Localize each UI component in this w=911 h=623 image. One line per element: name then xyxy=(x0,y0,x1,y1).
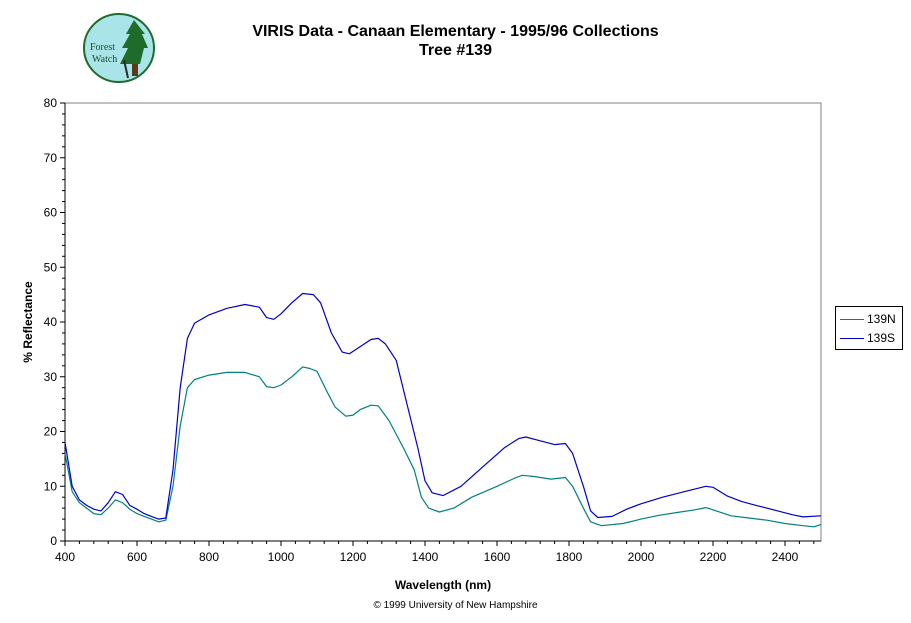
legend-swatch-139s xyxy=(840,337,864,339)
x-tick-label: 1200 xyxy=(340,550,367,564)
copyright-footer: © 1999 University of New Hampshire xyxy=(373,600,538,611)
x-tick-label: 2200 xyxy=(700,550,727,564)
y-tick-label: 30 xyxy=(44,370,58,384)
x-tick-label: 1400 xyxy=(412,550,439,564)
legend-item-139s: 139S xyxy=(840,331,895,345)
chart-axes: 0 10 20 30 40 50 60 70 80 400 600 800 1000 1200 1400 16… xyxy=(44,96,822,564)
y-tick-label: 10 xyxy=(44,479,58,493)
chart-title: VIRIS Data - Canaan Elementary - 1995/96… xyxy=(252,23,659,40)
x-tick-label: 400 xyxy=(55,550,75,564)
x-tick-label: 2000 xyxy=(628,550,655,564)
chart-plot-area xyxy=(64,292,822,528)
series-line-139s xyxy=(64,292,822,520)
x-tick-label: 1600 xyxy=(484,550,511,564)
x-tick-label: 1000 xyxy=(268,550,295,564)
chart-subtitle: Tree #139 xyxy=(419,42,492,59)
y-tick-label: 50 xyxy=(44,260,58,274)
legend-swatch-139n xyxy=(840,318,864,320)
forest-watch-logo: Forest Watch xyxy=(82,12,156,89)
logo-text-line2: Watch xyxy=(92,54,117,65)
y-tick-label: 0 xyxy=(50,534,57,548)
logo-text-line1: Forest xyxy=(90,42,115,53)
legend-label-139s: 139S xyxy=(867,331,896,345)
x-tick-label: 1800 xyxy=(556,550,583,564)
chart-title-block: VIRIS Data - Canaan Elementary - 1995/96… xyxy=(0,22,911,60)
plot-border xyxy=(64,102,822,542)
chart-legend: 139N 139S xyxy=(835,306,903,350)
y-tick-label: 60 xyxy=(44,206,58,220)
x-axis-label: Wavelength (nm) xyxy=(395,578,491,592)
x-tick-label: 600 xyxy=(127,550,147,564)
y-tick-label: 70 xyxy=(44,151,58,165)
legend-item-139n: 139N xyxy=(840,312,896,326)
series-line-139n xyxy=(64,366,822,528)
legend-label-139n: 139N xyxy=(867,312,896,326)
y-tick-label: 20 xyxy=(44,425,58,439)
y-tick-label: 40 xyxy=(44,315,58,329)
x-tick-label: 800 xyxy=(199,550,219,564)
y-axis-label: % Reflectance xyxy=(21,281,35,363)
y-tick-label: 80 xyxy=(44,96,58,110)
x-tick-label: 2400 xyxy=(772,550,799,564)
